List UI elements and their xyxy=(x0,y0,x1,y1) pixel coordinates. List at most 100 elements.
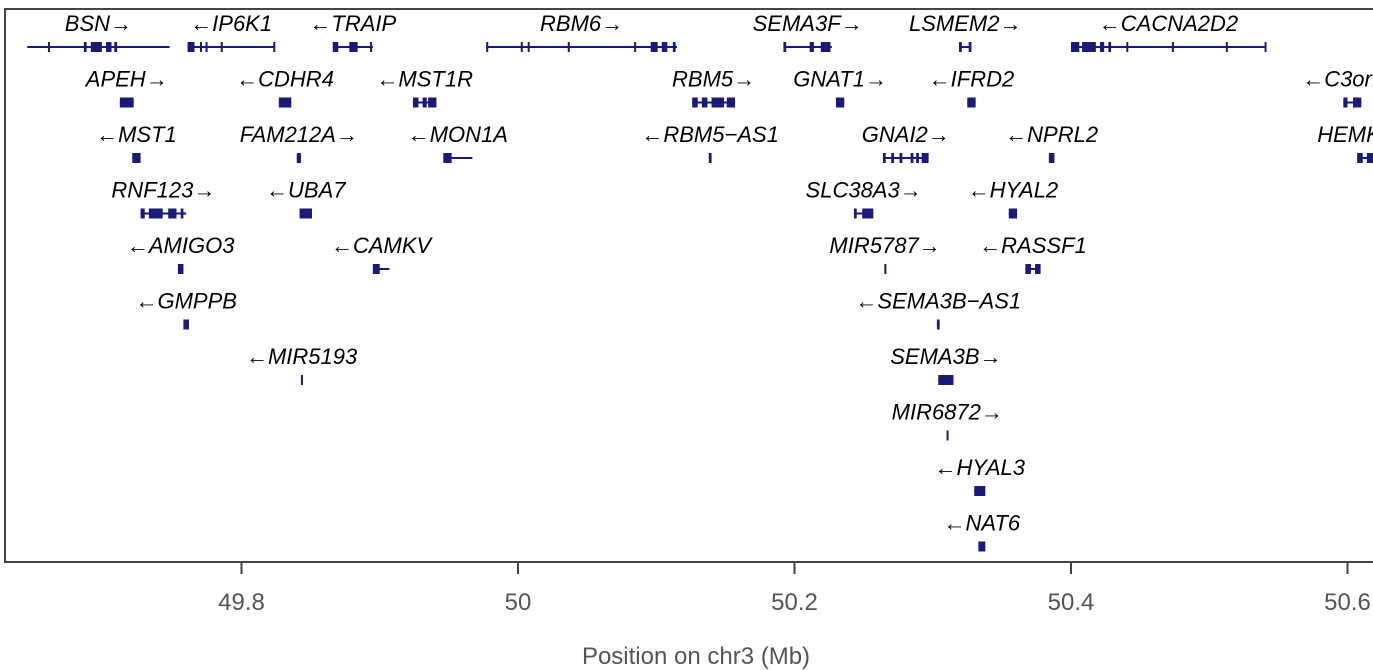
exon-block xyxy=(1366,153,1373,163)
gene-label: MIR6872→ xyxy=(892,400,1003,425)
exon-block xyxy=(853,208,857,219)
gene-label: RBM5→ xyxy=(672,67,755,92)
exon-block xyxy=(938,375,954,385)
gene-label: ←UBA7 xyxy=(266,178,346,203)
gene-nat6: ←NAT6 xyxy=(944,511,1021,552)
exon-block xyxy=(332,42,339,52)
gene-sema3f: SEMA3F→ xyxy=(753,11,863,52)
exon-block xyxy=(1048,153,1055,163)
exon-block xyxy=(422,97,427,108)
exon-block xyxy=(968,42,972,52)
exon-block xyxy=(921,153,929,163)
exon-block xyxy=(106,42,112,52)
exon-block xyxy=(967,97,976,108)
gene-label: SLC38A3→ xyxy=(806,178,922,203)
gene-label: ←CAMKV xyxy=(331,233,434,258)
gene-cacna2d2: ←CACNA2D2 xyxy=(1071,11,1267,52)
gene-slc38a3: SLC38A3→ xyxy=(806,178,922,219)
gene-label: ←MIR5193 xyxy=(246,344,358,369)
exon-block xyxy=(177,264,184,274)
exon-block xyxy=(372,264,380,274)
exon-block xyxy=(1108,42,1112,52)
gene-label: SEMA3F→ xyxy=(753,11,863,36)
gene-label: ←SEMA3B−AS1 xyxy=(855,289,1021,314)
exon-block xyxy=(273,42,276,52)
exon-block xyxy=(936,319,940,330)
exon-block xyxy=(205,42,208,52)
gene-ip6k1: ←IP6K1 xyxy=(187,11,276,52)
exon-block xyxy=(910,153,914,163)
exon-block xyxy=(661,42,668,52)
gene-label: ←MST1 xyxy=(96,122,177,147)
x-tick-label: 50.6 xyxy=(1324,589,1371,616)
exon-block xyxy=(370,42,373,52)
gene-label: ←MST1R xyxy=(376,67,473,92)
exon-block xyxy=(140,208,145,219)
gene-rbm5: RBM5→ xyxy=(672,67,755,108)
gene-label: ←MON1A xyxy=(408,122,508,147)
exon-block xyxy=(300,375,303,385)
exon-block xyxy=(1025,264,1031,274)
gene-label: APEH→ xyxy=(84,67,168,92)
exon-block xyxy=(726,97,736,108)
x-axis-title: Position on chr3 (Mb) xyxy=(582,643,810,670)
exon-block xyxy=(220,42,223,52)
gene-label: RBM6→ xyxy=(540,11,623,36)
gene-label: ←GMPPB xyxy=(135,289,236,314)
gene-label: ←HYAL3 xyxy=(935,455,1026,480)
gene-bsn: BSN→ xyxy=(27,11,170,52)
exon-block xyxy=(708,153,712,163)
exon-block xyxy=(1171,42,1174,52)
gene-hyal3: ←HYAL3 xyxy=(935,455,1026,496)
gene-mir6872: MIR6872→ xyxy=(892,400,1003,441)
gene-label: ←CACNA2D2 xyxy=(1099,11,1238,36)
x-tick-label: 50.2 xyxy=(771,589,818,616)
gene-rassf1: ←RASSF1 xyxy=(979,233,1087,274)
gene-sema3b-as1: ←SEMA3B−AS1 xyxy=(855,289,1021,330)
gene-label: HEMK1→ xyxy=(1317,122,1373,147)
gene-apeh: APEH→ xyxy=(84,67,168,108)
gene-label: RNF123→ xyxy=(111,178,215,203)
gene-mst1: ←MST1 xyxy=(96,122,177,163)
gene-label: MIR5787→ xyxy=(829,233,940,258)
gene-nprl2: ←NPRL2 xyxy=(1005,122,1098,163)
exon-block xyxy=(412,97,419,108)
exon-block xyxy=(520,42,523,52)
exon-block xyxy=(349,42,358,52)
exon-block xyxy=(884,264,887,274)
exon-block xyxy=(946,430,949,441)
gene-lsmem2: LSMEM2→ xyxy=(909,11,1021,52)
gene-uba7: ←UBA7 xyxy=(266,178,346,219)
exon-block xyxy=(527,42,530,52)
exon-block xyxy=(119,97,134,108)
exon-block xyxy=(1100,42,1105,52)
gene-amigo3: ←AMIGO3 xyxy=(127,233,235,274)
exon-block xyxy=(1357,153,1363,163)
gene-camkv: ←CAMKV xyxy=(331,233,434,274)
gene-rnf123: RNF123→ xyxy=(111,178,215,219)
exon-block xyxy=(148,208,163,219)
gene-label: ←TRAIP xyxy=(309,11,396,36)
gene-label: ←AMIGO3 xyxy=(127,233,235,258)
exon-block xyxy=(692,97,698,108)
gene-label: SEMA3B→ xyxy=(890,344,1001,369)
gene-label: ←IP6K1 xyxy=(190,11,272,36)
gene-traip: ←TRAIP xyxy=(309,11,397,52)
exon-block xyxy=(701,97,708,108)
exon-block xyxy=(278,97,292,108)
exon-block xyxy=(299,208,313,219)
exon-block xyxy=(809,42,814,52)
exon-block xyxy=(296,153,301,163)
plot-frame xyxy=(4,8,1373,563)
exon-block xyxy=(83,42,87,52)
exon-block xyxy=(132,153,141,163)
gene-cdhr4: ←CDHR4 xyxy=(236,67,334,108)
exon-block xyxy=(650,42,658,52)
gene-hyal2: ←HYAL2 xyxy=(968,178,1058,219)
gene-label: ←CDHR4 xyxy=(236,67,334,92)
exon-block xyxy=(1071,42,1080,52)
exon-block xyxy=(1225,42,1228,52)
gene-label: ←NAT6 xyxy=(944,511,1021,536)
gene-label: BSN→ xyxy=(65,11,132,36)
exon-block xyxy=(443,153,452,163)
